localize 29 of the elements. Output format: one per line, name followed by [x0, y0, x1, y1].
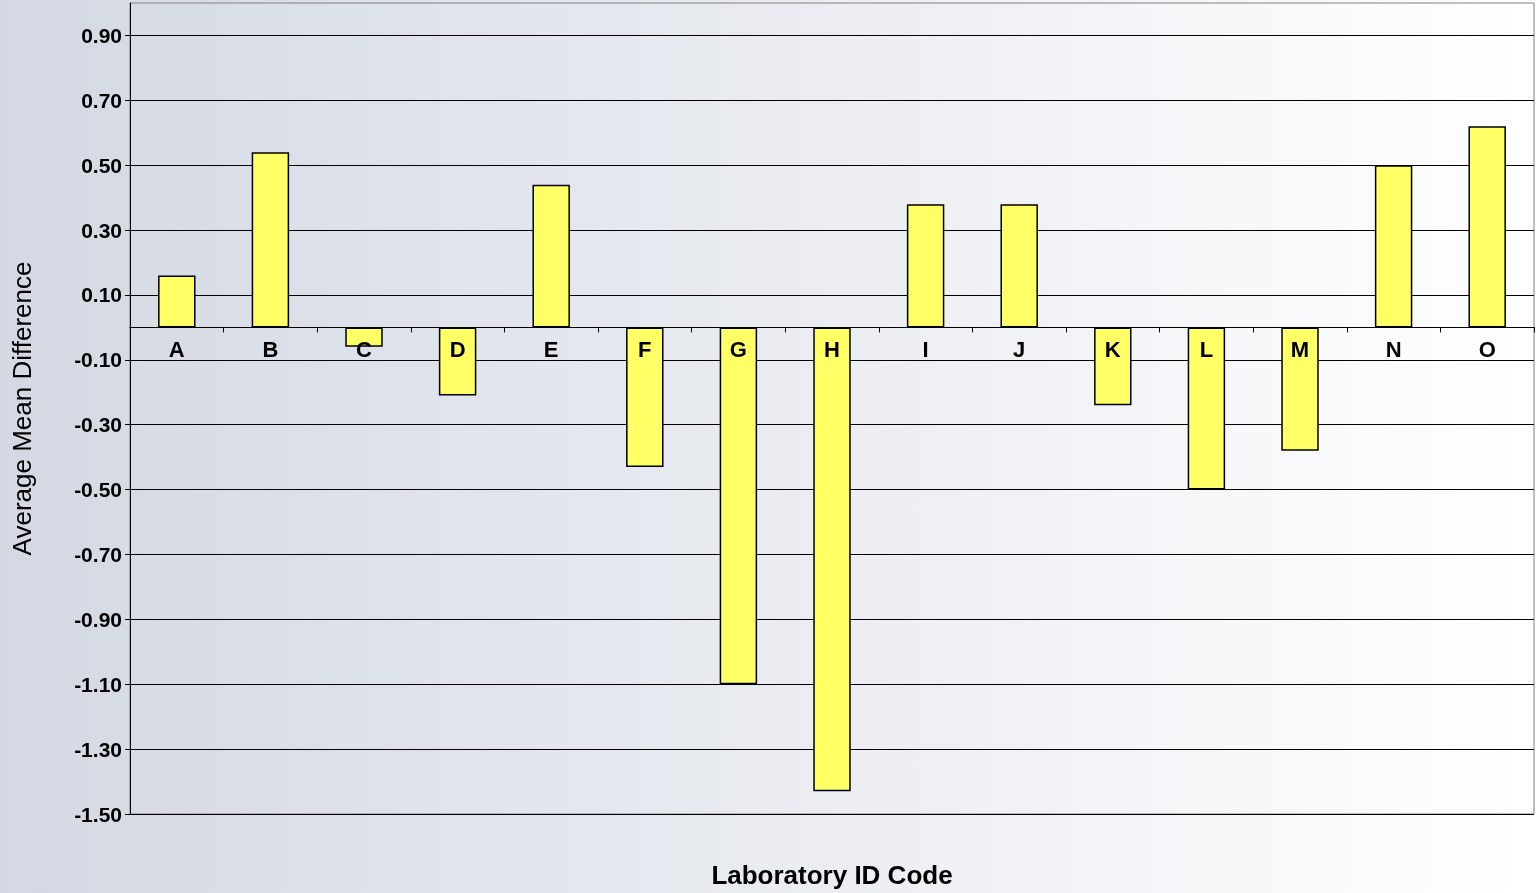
y-tick-label: -0.10 [74, 348, 122, 372]
y-tick-label: -0.30 [74, 413, 122, 437]
x-tick-label: E [543, 337, 559, 363]
y-tick-label: -0.50 [74, 478, 122, 502]
x-axis-title: Laboratory ID Code [711, 860, 953, 890]
x-tick-label: K [1104, 337, 1121, 363]
y-tick-label: 0.10 [81, 283, 122, 307]
x-tick-label: O [1478, 337, 1496, 363]
y-tick-label: -1.30 [74, 737, 122, 761]
y-tick-label: -0.70 [74, 542, 122, 566]
y-tick-label: 0.70 [81, 88, 122, 112]
y-axis-title: Average Mean Difference [7, 261, 37, 556]
y-tick-label: -1.50 [74, 802, 122, 826]
x-tick-label: M [1290, 337, 1310, 363]
x-tick-label: G [729, 337, 747, 363]
y-tick-label: 0.30 [81, 218, 122, 242]
x-tick-label: D [449, 337, 466, 363]
y-tick-label: -0.90 [74, 607, 122, 631]
x-tick-label: I [922, 337, 929, 363]
y-tick-label: -1.10 [74, 672, 122, 696]
x-tick-label: L [1199, 337, 1214, 363]
x-tick-label: B [262, 337, 279, 363]
x-tick-label: A [168, 337, 185, 363]
x-tick-label: F [638, 337, 652, 363]
y-tick-label: 0.90 [81, 23, 122, 47]
x-tick-label: N [1385, 337, 1402, 363]
x-tick-label: H [824, 337, 840, 363]
y-tick-label: 0.50 [81, 153, 122, 177]
x-tick-label: J [1013, 337, 1026, 363]
